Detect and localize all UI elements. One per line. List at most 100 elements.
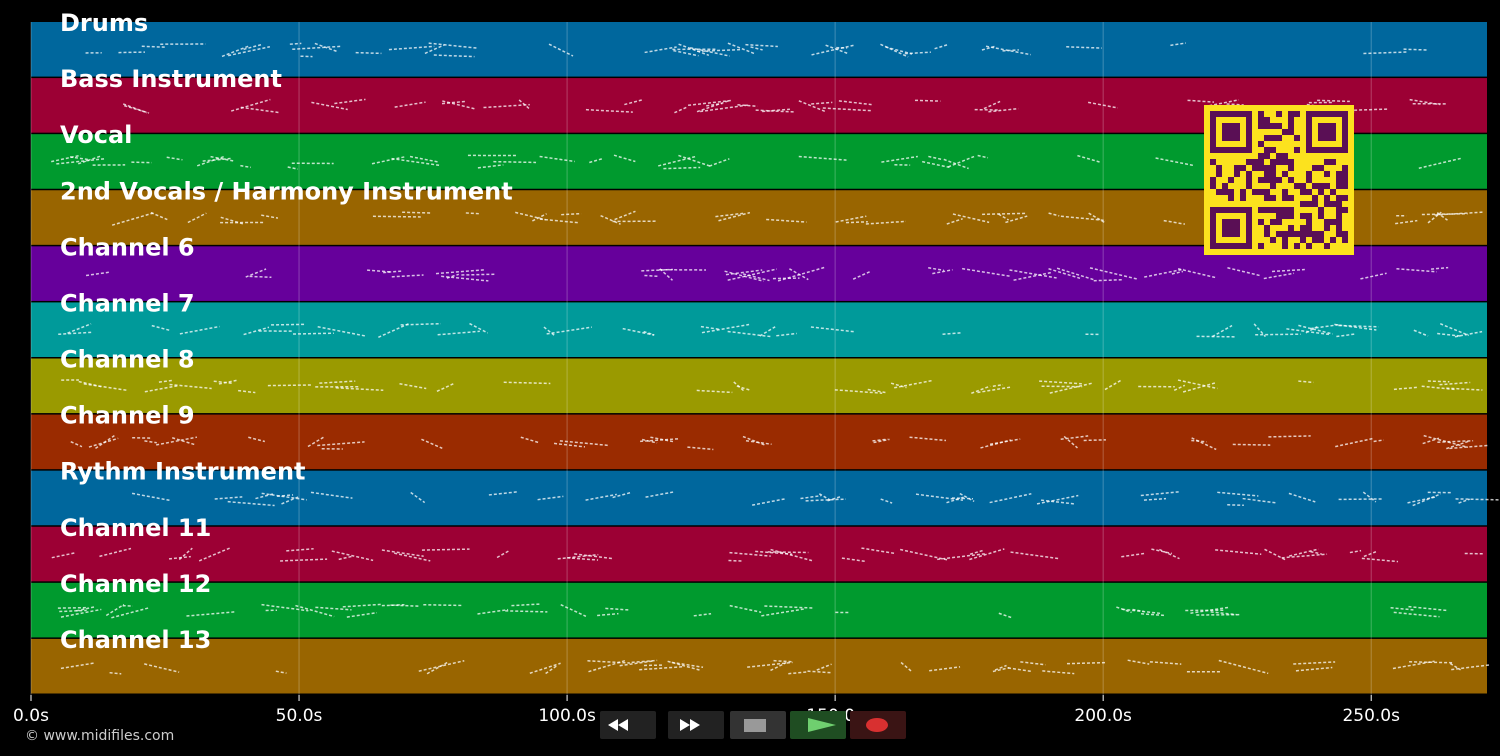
qr-module xyxy=(1318,183,1324,189)
qr-module xyxy=(1336,207,1342,213)
note-texture xyxy=(111,212,154,226)
note-texture xyxy=(881,155,918,163)
note-texture xyxy=(277,494,294,498)
note-texture xyxy=(1408,605,1447,612)
track-name: Channel 8 xyxy=(60,346,195,374)
note-texture xyxy=(1361,557,1399,563)
qr-module xyxy=(1312,165,1318,171)
note-texture xyxy=(1116,606,1132,614)
note-texture xyxy=(391,157,440,167)
note-texture xyxy=(988,107,1019,113)
note-texture xyxy=(1215,549,1262,555)
note-texture xyxy=(421,438,443,450)
note-texture xyxy=(383,270,404,274)
qr-module xyxy=(1276,177,1282,183)
qr-module xyxy=(1342,207,1348,213)
note-texture xyxy=(928,267,945,272)
qr-module xyxy=(1288,177,1294,183)
note-texture xyxy=(673,49,699,57)
track-lane xyxy=(31,470,1487,526)
note-texture xyxy=(810,326,855,333)
note-texture xyxy=(315,606,352,611)
note-texture xyxy=(1060,215,1106,222)
note-texture xyxy=(1155,157,1194,167)
play-button[interactable] xyxy=(790,711,846,739)
note-texture xyxy=(718,211,751,222)
note-texture xyxy=(1422,437,1440,445)
note-texture xyxy=(1196,335,1237,338)
qr-module xyxy=(1300,213,1306,219)
note-texture xyxy=(700,325,721,331)
note-texture xyxy=(811,101,833,105)
note-texture xyxy=(946,218,963,225)
tick-label: 0.0s xyxy=(13,706,49,726)
note-texture xyxy=(1121,552,1146,558)
note-texture xyxy=(1427,380,1450,383)
note-texture xyxy=(131,161,152,164)
note-texture xyxy=(105,603,125,617)
note-texture xyxy=(1127,659,1150,665)
note-texture xyxy=(1393,386,1418,391)
qr-module xyxy=(1342,165,1348,171)
qr-module xyxy=(1258,165,1264,171)
note-texture xyxy=(989,493,1032,504)
qr-module xyxy=(1300,201,1306,207)
qr-module xyxy=(1276,111,1282,117)
record-button[interactable] xyxy=(850,711,906,739)
note-texture xyxy=(1363,551,1377,558)
qr-module xyxy=(1264,171,1270,177)
stop-button[interactable] xyxy=(730,711,786,739)
note-texture xyxy=(641,438,658,444)
note-texture xyxy=(539,155,575,163)
note-texture xyxy=(243,326,270,336)
note-texture xyxy=(1007,667,1033,673)
rewind-button[interactable] xyxy=(600,711,656,739)
qr-module xyxy=(1318,165,1324,171)
note-texture xyxy=(1140,490,1181,497)
qr-module xyxy=(1270,195,1276,201)
qr-module xyxy=(1228,189,1234,195)
note-texture xyxy=(1263,272,1295,280)
qr-module xyxy=(1258,207,1264,213)
note-texture xyxy=(914,99,941,102)
note-texture xyxy=(890,382,907,389)
qr-module xyxy=(1306,177,1312,183)
note-texture xyxy=(166,156,183,161)
note-texture xyxy=(469,322,489,334)
qr-module xyxy=(1210,177,1216,183)
note-texture xyxy=(520,436,539,444)
note-texture xyxy=(1336,333,1355,338)
track-lane xyxy=(31,414,1487,470)
note-texture xyxy=(381,549,424,557)
note-texture xyxy=(1430,266,1449,270)
qr-module xyxy=(1276,231,1282,237)
note-texture xyxy=(1455,498,1500,501)
note-texture xyxy=(286,547,314,552)
note-texture xyxy=(1232,443,1271,446)
note-texture xyxy=(1423,434,1469,449)
qr-module xyxy=(1306,213,1312,219)
note-texture xyxy=(1173,384,1186,392)
track-lane xyxy=(31,582,1487,638)
note-texture xyxy=(1218,659,1269,675)
note-texture xyxy=(261,603,309,612)
note-texture xyxy=(770,661,787,672)
qr-module xyxy=(1270,165,1276,171)
qr-module xyxy=(1294,135,1300,141)
note-texture xyxy=(1295,666,1333,672)
qr-module xyxy=(1276,153,1282,159)
note-texture xyxy=(372,215,421,218)
qr-module xyxy=(1300,225,1306,231)
note-texture xyxy=(186,611,236,617)
forward-button[interactable] xyxy=(668,711,724,739)
note-texture xyxy=(904,51,931,55)
note-texture xyxy=(589,157,604,164)
qr-module xyxy=(1270,123,1276,129)
note-texture xyxy=(745,43,778,48)
qr-module xyxy=(1270,159,1276,165)
note-texture xyxy=(678,154,711,167)
note-texture xyxy=(696,389,733,394)
note-texture xyxy=(1171,270,1184,275)
qr-module xyxy=(1258,177,1264,183)
qr-module xyxy=(1300,189,1306,195)
